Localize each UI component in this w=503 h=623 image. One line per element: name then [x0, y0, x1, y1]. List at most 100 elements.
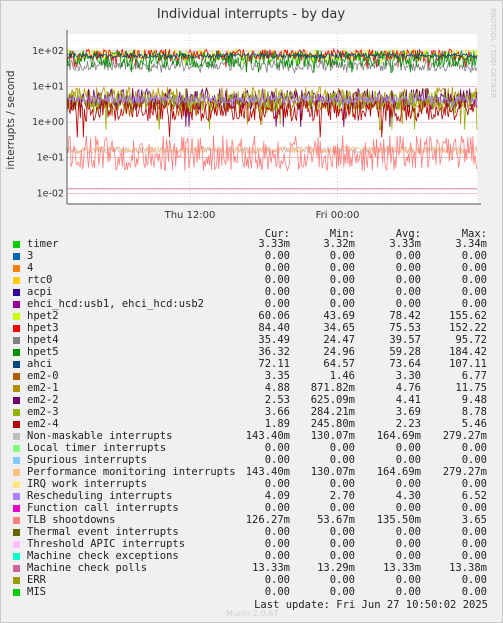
legend-min-value: 0.00: [329, 454, 355, 466]
legend-avg-value: 3.33m: [389, 238, 421, 250]
legend-series-name: MIS: [27, 586, 46, 598]
legend-row: acpi 0.00 0.00 0.00 0.00: [0, 286, 503, 298]
legend-avg-value: 4.76: [395, 382, 421, 394]
munin-watermark: Munin 2.0.67: [226, 609, 279, 618]
interrupts-chart: Individual interrupts - by day interrupt…: [5, 7, 497, 221]
legend-swatch: [13, 349, 20, 356]
legend-min-value: 0.00: [329, 502, 355, 514]
legend-max-value: 8.78: [461, 406, 487, 418]
legend-swatch: [13, 241, 20, 248]
legend-max-value: 0.00: [461, 250, 487, 262]
legend-row: em2-4 1.89 245.80m 2.23 5.46: [0, 418, 503, 430]
legend-cur-value: 126.27m: [245, 514, 290, 526]
legend-cur-value: 143.40m: [245, 466, 290, 478]
y-tick-label: 1e+01: [32, 82, 64, 93]
legend-swatch: [13, 505, 20, 512]
legend-series-name: em2-1: [27, 382, 59, 394]
legend-max-value: 3.34m: [455, 238, 487, 250]
legend-swatch: [13, 373, 20, 380]
legend-max-value: 0.00: [461, 478, 487, 490]
legend-min-value: 34.65: [323, 322, 355, 334]
legend-avg-value: 3.30: [395, 370, 421, 382]
legend-max-value: 279.27m: [442, 466, 487, 478]
legend-avg-value: 0.00: [395, 262, 421, 274]
x-tick-labels: Thu 12:00 Fri 00:00: [164, 210, 360, 221]
legend-cur-value: 3.35: [264, 370, 290, 382]
col-avg: Avg:: [395, 228, 421, 240]
legend-swatch: [13, 529, 20, 536]
legend-cur-value: 4.88: [264, 382, 290, 394]
series-line: [66, 145, 478, 155]
legend-series-name: 3: [27, 250, 34, 262]
legend-cur-value: 0.00: [264, 502, 290, 514]
legend-swatch: [13, 457, 20, 464]
legend-series-name: Non-maskable interrupts: [27, 430, 173, 442]
legend-min-value: 53.67m: [317, 514, 355, 526]
legend-row: em2-2 2.53 625.09m 4.41 9.48: [0, 394, 503, 406]
x-tick-label: Thu 12:00: [164, 210, 216, 221]
legend-min-value: 24.96: [323, 346, 355, 358]
legend-series-name: em2-4: [27, 418, 59, 430]
legend-avg-value: 0.00: [395, 526, 421, 538]
legend-cur-value: 13.33m: [252, 562, 290, 574]
legend-row: ERR 0.00 0.00 0.00 0.00: [0, 574, 503, 586]
legend-max-value: 0.00: [461, 574, 487, 586]
legend-row: TLB shootdowns 126.27m 53.67m 135.50m 3.65: [0, 514, 503, 526]
legend-max-value: 11.75: [455, 382, 487, 394]
legend-max-value: 0.00: [461, 262, 487, 274]
legend-cur-value: 0.00: [264, 286, 290, 298]
legend-min-value: 13.29m: [317, 562, 355, 574]
legend-series-name: Local timer interrupts: [27, 442, 167, 454]
legend-avg-value: 39.57: [389, 334, 421, 346]
legend-avg-value: 3.69: [395, 406, 421, 418]
legend-series-name: 4: [27, 262, 34, 274]
legend-avg-value: 0.00: [395, 274, 421, 286]
legend-swatch: [13, 589, 20, 596]
legend-min-value: 0.00: [329, 550, 355, 562]
legend-min-value: 0.00: [329, 262, 355, 274]
legend-max-value: 0.00: [461, 502, 487, 514]
legend-series-name: IRQ work interrupts: [27, 478, 148, 490]
legend-row: 3 0.00 0.00 0.00 0.00: [0, 250, 503, 262]
legend-min-value: 2.70: [329, 490, 355, 502]
legend-min-value: 24.47: [323, 334, 355, 346]
legend-min-value: 284.21m: [310, 406, 355, 418]
legend-swatch: [13, 469, 20, 476]
legend-min-value: 245.80m: [310, 418, 355, 430]
legend-cur-value: 0.00: [264, 262, 290, 274]
legend-swatch: [13, 385, 20, 392]
legend-series-name: Thermal event interrupts: [27, 526, 179, 538]
legend-cur-value: 72.11: [258, 358, 290, 370]
legend-cur-value: 35.49: [258, 334, 290, 346]
legend-avg-value: 164.69m: [376, 430, 421, 442]
legend-series-name: hpet5: [27, 346, 59, 358]
legend-row: hpet5 36.32 24.96 59.28 184.42: [0, 346, 503, 358]
legend-max-value: 0.00: [461, 298, 487, 310]
legend-max-value: 0.00: [461, 538, 487, 550]
legend-series-name: TLB shootdowns: [27, 514, 116, 526]
y-axis-label: interrupts / second: [5, 70, 17, 169]
legend-min-value: 0.00: [329, 478, 355, 490]
legend-row: ehci_hcd:usb1, ehci_hcd:usb2 0.00 0.00 0.00…: [0, 298, 503, 310]
legend-avg-value: 4.30: [395, 490, 421, 502]
legend-row: ahci 72.11 64.57 73.64 107.11: [0, 358, 503, 370]
legend-max-value: 5.46: [461, 418, 487, 430]
legend-row: Machine check polls 13.33m 13.29m 13.33m 13.…: [0, 562, 503, 574]
legend-min-value: 130.07m: [310, 430, 355, 442]
legend-swatch: [13, 541, 20, 548]
legend-row: Non-maskable interrupts 143.40m 130.07m 164…: [0, 430, 503, 442]
legend-row: Performance monitoring interrupts 143.40m…: [0, 466, 503, 478]
legend-avg-value: 0.00: [395, 442, 421, 454]
legend-row: Local timer interrupts 0.00 0.00 0.00 0.00: [0, 442, 503, 454]
legend-swatch: [13, 553, 20, 560]
legend-min-value: 0.00: [329, 298, 355, 310]
legend-series-name: Spurious interrupts: [27, 454, 148, 466]
legend-max-value: 0.00: [461, 442, 487, 454]
legend-max-value: 184.42: [449, 346, 487, 358]
last-update: Last update: Fri Jun 27 10:50:02 2025: [254, 599, 488, 611]
x-tick-label: Fri 00:00: [316, 210, 360, 221]
legend-avg-value: 78.42: [389, 310, 421, 322]
legend-min-value: 43.69: [323, 310, 355, 322]
legend-row: Thermal event interrupts 0.00 0.00 0.00 0.00: [0, 526, 503, 538]
legend-series-name: Rescheduling interrupts: [27, 490, 173, 502]
